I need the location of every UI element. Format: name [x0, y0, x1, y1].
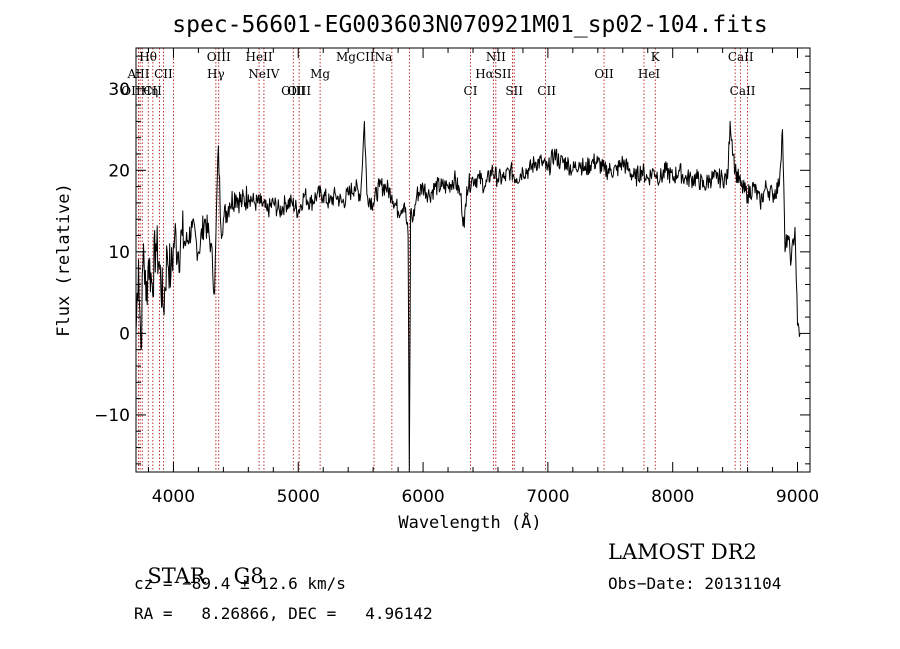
axis-ticks: 4000 5000 6000 7000 8000 9000 −10 0 10 20 30: [94, 48, 819, 507]
y-tick-label: −10: [94, 406, 130, 426]
line-markers: [138, 48, 748, 472]
y-axis-label: Flux (relative): [54, 183, 74, 337]
x-tick-label: 7000: [526, 487, 569, 507]
x-axis-label: Wavelength (Å): [398, 511, 541, 533]
line-label: Hθ: [139, 50, 157, 64]
x-tick-label: 9000: [776, 487, 819, 507]
line-labels: HθAlIIOIIHηCIICIIOIIIHγHeIINeIVOIIIOIIIM…: [121, 50, 756, 98]
line-label: HeI: [638, 67, 661, 81]
line-label: MgCIINa: [336, 50, 392, 64]
line-label: CII: [154, 67, 173, 81]
chart-title: spec-56601-EG003603N070921M01_sp02-104.f…: [172, 12, 767, 38]
line-label: HαSII: [475, 67, 512, 81]
line-label: OIII: [281, 84, 305, 98]
y-tick-label: 30: [108, 80, 130, 100]
line-label: CII: [537, 84, 556, 98]
class-label: STAR: [147, 564, 206, 588]
redshift-readout: cz = −89.4 ± 12.6 km/s: [134, 574, 346, 593]
y-tick-label: 10: [108, 243, 130, 263]
line-label: NII: [486, 50, 506, 64]
line-label: OII: [594, 67, 614, 81]
y-tick-label: 0: [119, 324, 130, 344]
spectrum-line: [135, 120, 801, 473]
spectrum-series: [135, 120, 801, 473]
line-label: CII: [143, 84, 162, 98]
x-tick-label: 4000: [152, 487, 195, 507]
x-tick-label: 6000: [401, 487, 444, 507]
line-label: CaII: [730, 84, 756, 98]
subclass-label: G8: [233, 564, 264, 588]
line-label: CaII: [728, 50, 754, 64]
coordinates-readout: RA = 8.26866, DEC = 4.96142: [134, 604, 433, 623]
line-label: OIIHη: [121, 84, 158, 98]
line-label: SII: [505, 84, 523, 98]
observation-date: Obs−Date: 20131104: [608, 574, 782, 593]
spectral-class: STAR G8: [134, 540, 264, 588]
data-release: LAMOST DR2: [608, 540, 757, 564]
line-label: OIII: [287, 84, 311, 98]
plot-frame: [135, 47, 811, 473]
line-label: Mg: [310, 67, 330, 81]
line-label: AlII: [127, 67, 150, 81]
y-tick-label: 20: [108, 161, 130, 181]
line-label: K: [651, 50, 661, 64]
line-label: NeIV: [248, 67, 279, 81]
line-label: OIII: [207, 50, 231, 64]
line-label: HeII: [246, 50, 273, 64]
line-label: CI: [464, 84, 478, 98]
line-label: Hγ: [207, 67, 225, 81]
x-tick-label: 8000: [651, 487, 694, 507]
x-tick-label: 5000: [277, 487, 320, 507]
